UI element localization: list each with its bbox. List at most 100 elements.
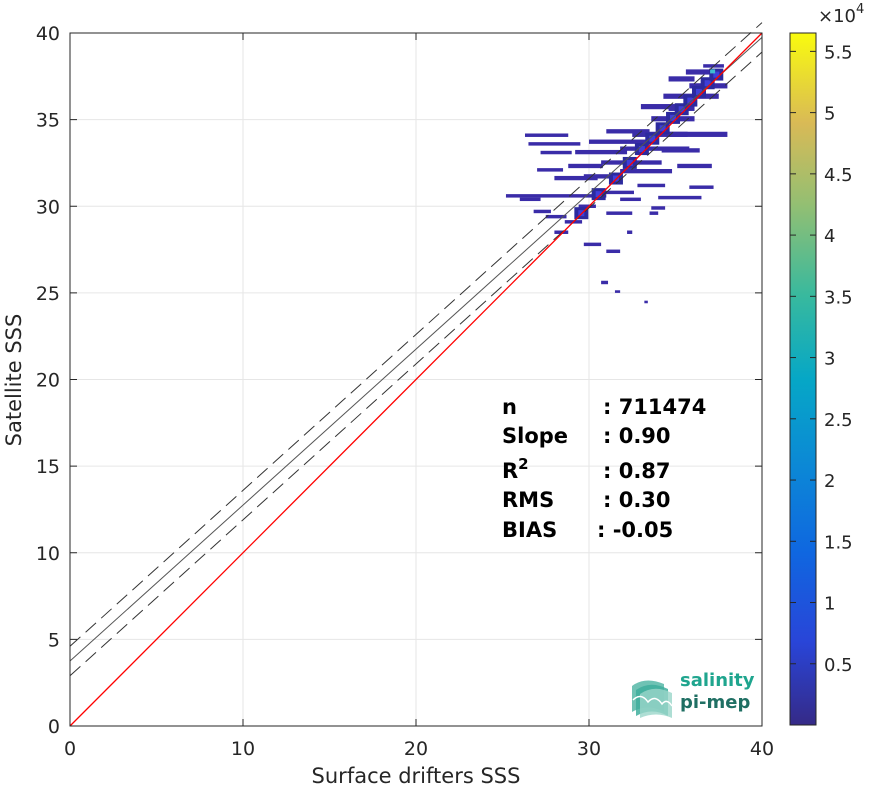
density-core-highlight: [649, 135, 656, 142]
regression-line: [69, 36, 763, 662]
density-cell: [505, 194, 607, 198]
y-tick-label: 15: [36, 456, 60, 478]
logo-text-salinity: salinity: [680, 670, 755, 691]
density-cell: [606, 249, 621, 254]
y-tick-label: 5: [48, 629, 60, 651]
density-cell: [606, 129, 650, 134]
identity-line: [69, 32, 763, 727]
fit-lines: [69, 22, 763, 727]
colorbar: [789, 32, 817, 726]
stat-label: RMS: [502, 488, 554, 512]
density-cell: [640, 104, 693, 110]
colorbar-tick-label: 4.5: [824, 165, 853, 186]
x-tick-label: 30: [577, 738, 601, 760]
density-cell: [589, 139, 650, 144]
density-cell: [537, 168, 564, 172]
confidence-lower-line: [69, 51, 763, 677]
colorbar-tick-label: 3: [824, 349, 835, 370]
y-tick-label: 25: [36, 283, 60, 305]
density-cell: [524, 133, 569, 137]
density-core-highlight: [638, 146, 645, 153]
density-cell: [568, 163, 603, 169]
density-core-highlight: [659, 125, 666, 132]
density-cell: [602, 190, 634, 195]
density-cell: [519, 197, 541, 202]
stat-label: n: [502, 395, 517, 419]
density-cell: [583, 174, 610, 179]
density-cell: [689, 185, 714, 189]
colorbar-tick-label: 2: [824, 471, 835, 492]
x-tick-label: 40: [750, 738, 774, 760]
density-cell: [578, 204, 596, 208]
colorbar-tick-label: 4: [824, 226, 835, 247]
logo-wave-icon: [632, 680, 673, 718]
y-tick-label: 35: [36, 110, 60, 132]
density-cell: [627, 230, 633, 234]
density-core-highlight: [687, 97, 694, 104]
logo-text-pi-mep: pi-mep: [680, 692, 750, 713]
density-cell: [620, 197, 641, 202]
density-cell: [649, 211, 659, 215]
colorbar-tick-label: 3.5: [824, 287, 853, 308]
density-cell: [528, 142, 581, 146]
colorbar-tick-label: 1.5: [824, 532, 853, 553]
density-cell: [614, 290, 621, 293]
density-cell: [661, 148, 700, 153]
colorbar-tick-label: 1: [824, 594, 835, 615]
density-cell: [644, 300, 648, 304]
confidence-upper-line: [69, 22, 763, 647]
density-core-highlight: [626, 159, 633, 166]
stat-value: : -0.05: [597, 518, 673, 542]
density-cell: [540, 150, 572, 155]
density-cell: [554, 230, 569, 234]
colorbar-multiplier: ×104: [818, 2, 864, 27]
density-core-highlight: [713, 71, 720, 78]
density-cell: [583, 242, 602, 247]
density-cell: [554, 175, 598, 181]
density-cell: [685, 69, 721, 75]
y-axis-label: Satellite SSS: [2, 314, 26, 447]
density-cell: [658, 195, 702, 200]
density-cell: [620, 169, 673, 174]
colorbar-tick-label: 5: [824, 104, 835, 125]
stat-value: : 711474: [603, 395, 706, 419]
stat-value: : 0.87: [603, 459, 671, 483]
density-cell: [545, 214, 567, 219]
y-tick-label: 0: [48, 716, 60, 738]
stat-value: : 0.90: [603, 424, 671, 448]
density-core-highlight: [704, 80, 711, 87]
stat-label: Slope: [502, 424, 568, 448]
x-axis-ticks: 0 10 20 30 40: [64, 33, 774, 760]
density-peak-cell: [710, 69, 716, 74]
y-tick-label: 30: [36, 196, 60, 218]
y-tick-label: 20: [36, 370, 60, 392]
x-tick-label: 10: [231, 738, 255, 760]
density-cell: [606, 211, 633, 215]
stat-value: : 0.30: [603, 488, 671, 512]
x-tick-label: 20: [404, 738, 428, 760]
density-cell: [677, 163, 712, 169]
x-axis-label: Surface drifters SSS: [312, 764, 521, 788]
salinity-pi-mep-logo: salinity pi-mep: [632, 670, 755, 718]
colorbar-tick-label: 5.5: [824, 42, 853, 63]
density-cell: [601, 280, 609, 285]
stat-label: BIAS: [502, 518, 557, 542]
colorbar-ticks: 0.5 1 1.5 2 2.5 3 3.5 4 4.5 5 5.5: [790, 42, 853, 676]
x-tick-label: 0: [64, 738, 76, 760]
colorbar-tick-label: 2.5: [824, 410, 853, 431]
y-axis-ticks: 0 5 10 15 20 25 30 35 40: [36, 23, 762, 738]
colorbar-tick-label: 0.5: [824, 655, 853, 676]
density-cell: [575, 149, 628, 155]
density-cell: [637, 183, 666, 188]
density-cell: [533, 209, 551, 214]
density-core-highlight: [595, 191, 602, 198]
density-cell: [651, 206, 666, 210]
density-cell: [668, 76, 695, 82]
y-tick-label: 10: [36, 543, 60, 565]
density-cell: [666, 131, 728, 137]
y-tick-label: 40: [36, 23, 60, 45]
density-core-highlight: [695, 88, 702, 95]
